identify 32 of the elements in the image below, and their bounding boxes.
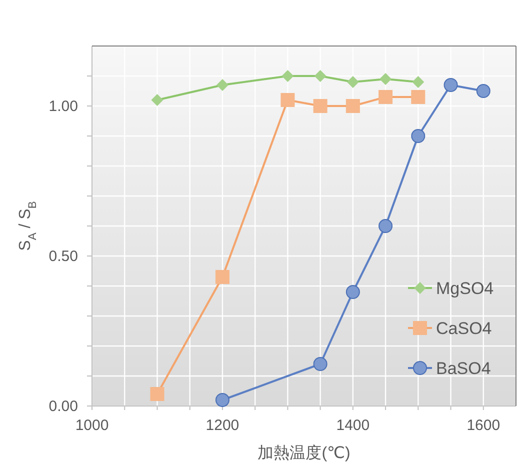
point [476, 84, 490, 98]
point [444, 78, 458, 92]
y-tick-label: 0.00 [48, 398, 78, 415]
point [378, 219, 393, 233]
point [380, 73, 392, 85]
point [215, 270, 230, 284]
point [216, 79, 228, 91]
point [346, 99, 360, 113]
point [282, 70, 294, 82]
x-tick-label: 1000 [75, 417, 109, 434]
legend-label: BaSO4 [436, 359, 491, 378]
y-tick-label: 1.00 [48, 98, 78, 115]
y-tick-label: 0.50 [48, 248, 78, 265]
point [314, 70, 326, 82]
point [346, 285, 360, 299]
point [411, 129, 426, 143]
point [411, 90, 426, 104]
x-tick-label: 1200 [206, 417, 240, 434]
x-tick-label: 1600 [466, 417, 500, 434]
point [378, 90, 393, 104]
point [150, 387, 164, 401]
point [215, 393, 230, 407]
legend-label: CaSO4 [436, 319, 492, 338]
x-tick-label: 1400 [336, 417, 370, 434]
point [313, 357, 328, 371]
x-axis-title: 加熱温度(℃) [258, 444, 350, 462]
point [313, 99, 328, 113]
point [151, 94, 164, 106]
point [346, 76, 359, 88]
legend-label: MgSO4 [436, 279, 494, 298]
point [280, 93, 295, 107]
point [412, 76, 424, 88]
